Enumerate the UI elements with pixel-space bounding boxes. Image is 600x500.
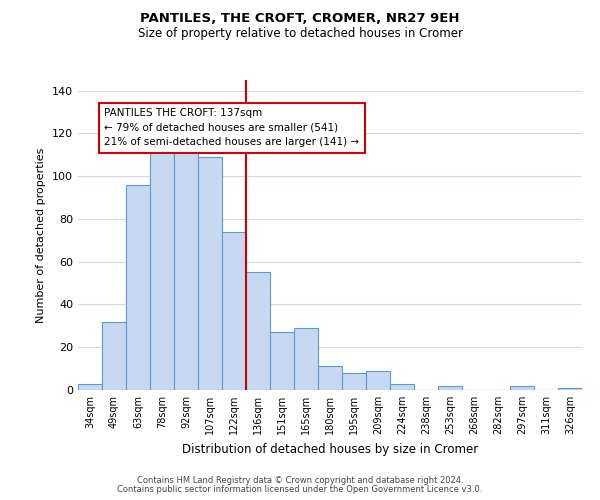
Bar	[102, 322, 126, 390]
Bar	[438, 386, 462, 390]
Text: Contains public sector information licensed under the Open Government Licence v3: Contains public sector information licen…	[118, 485, 482, 494]
Text: PANTILES, THE CROFT, CROMER, NR27 9EH: PANTILES, THE CROFT, CROMER, NR27 9EH	[140, 12, 460, 26]
Bar	[198, 157, 222, 390]
Bar	[126, 185, 150, 390]
Bar	[78, 384, 102, 390]
Bar	[342, 373, 366, 390]
Text: Size of property relative to detached houses in Cromer: Size of property relative to detached ho…	[137, 28, 463, 40]
Bar	[366, 371, 390, 390]
Text: Contains HM Land Registry data © Crown copyright and database right 2024.: Contains HM Land Registry data © Crown c…	[137, 476, 463, 485]
Bar	[174, 148, 198, 390]
Bar	[294, 328, 318, 390]
Bar	[270, 332, 294, 390]
Bar	[510, 386, 534, 390]
Y-axis label: Number of detached properties: Number of detached properties	[37, 148, 46, 322]
Bar	[246, 272, 270, 390]
Bar	[222, 232, 246, 390]
Text: PANTILES THE CROFT: 137sqm
← 79% of detached houses are smaller (541)
21% of sem: PANTILES THE CROFT: 137sqm ← 79% of deta…	[104, 108, 359, 148]
Bar	[150, 148, 174, 390]
Bar	[318, 366, 342, 390]
X-axis label: Distribution of detached houses by size in Cromer: Distribution of detached houses by size …	[182, 442, 478, 456]
Bar	[558, 388, 582, 390]
Bar	[390, 384, 414, 390]
